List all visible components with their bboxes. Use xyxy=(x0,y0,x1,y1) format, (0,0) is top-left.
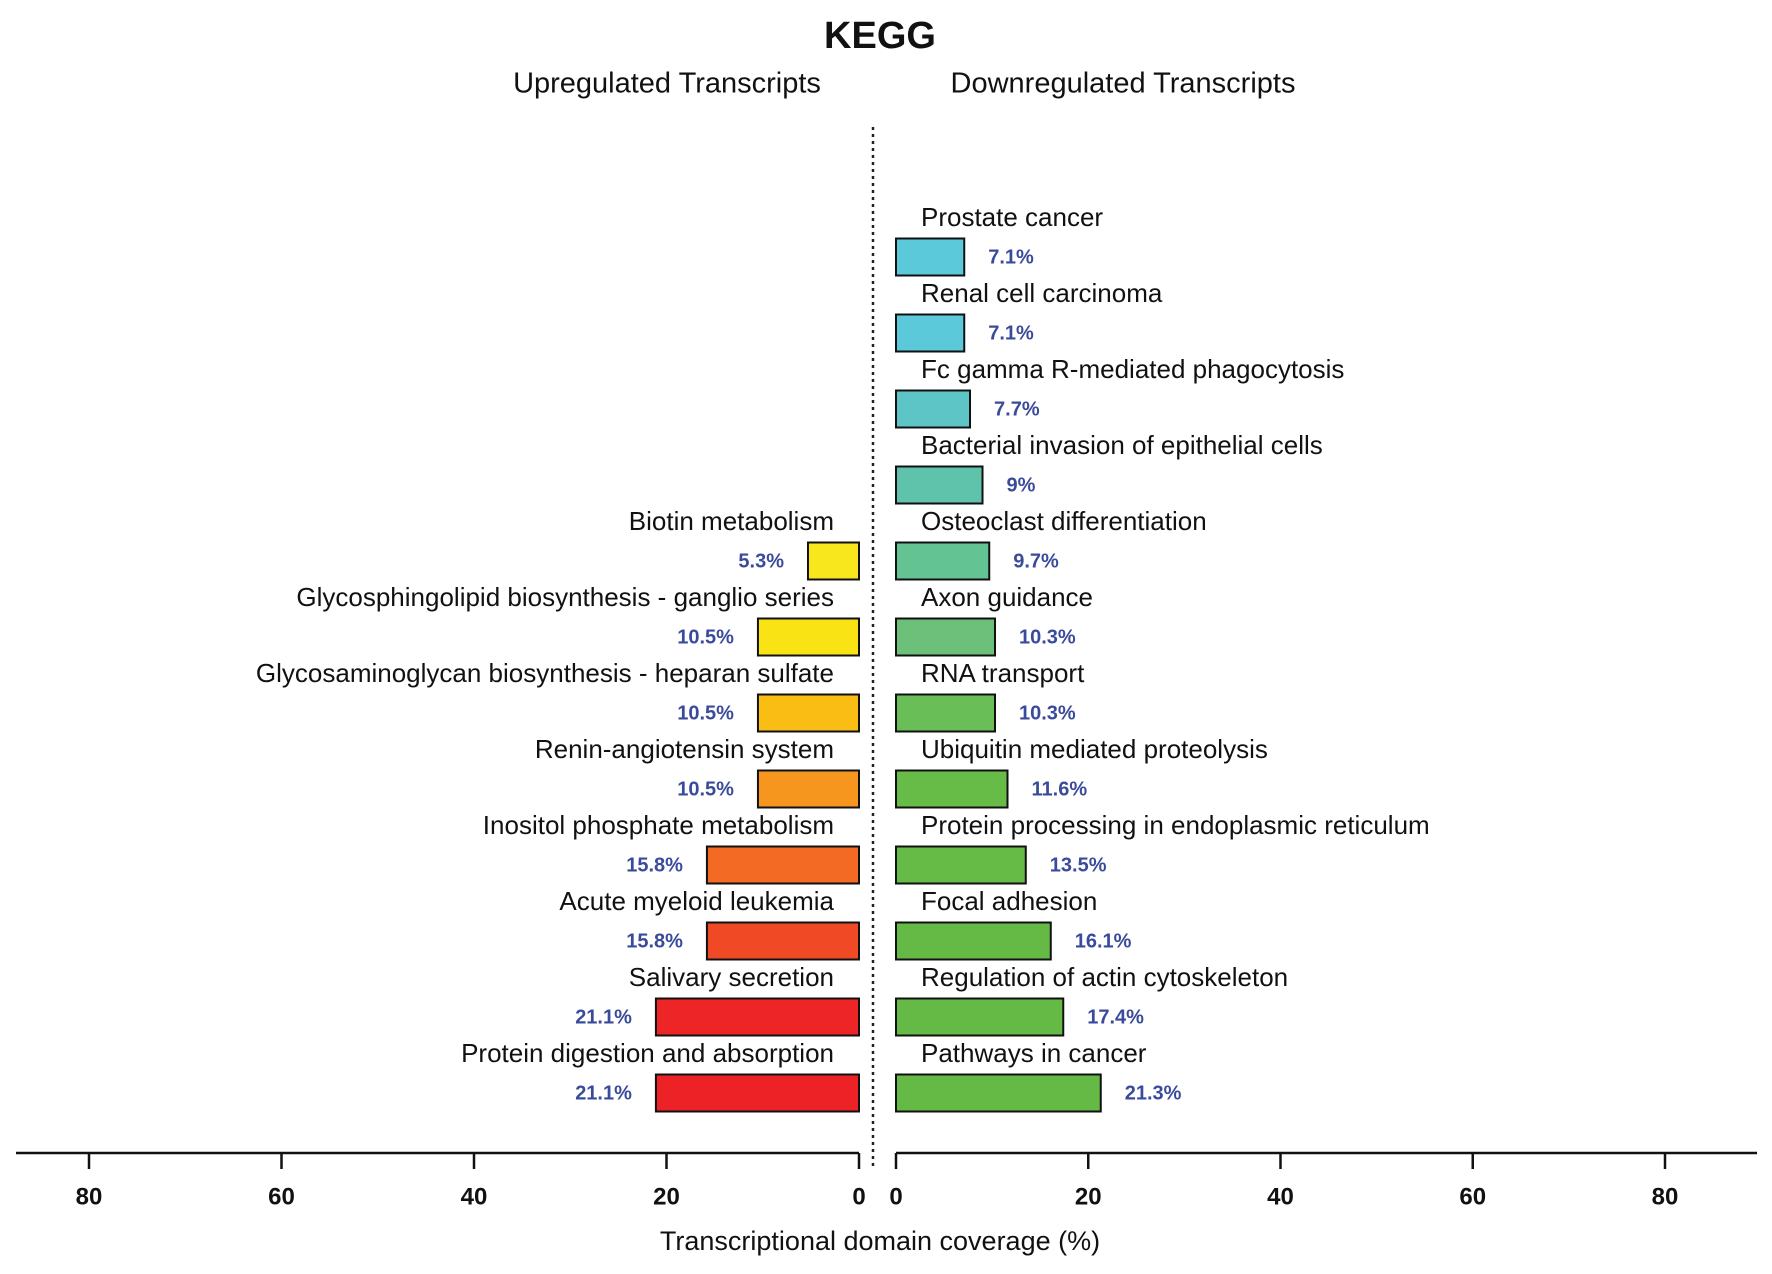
value-label: 10.5% xyxy=(677,626,734,648)
x-tick-label: 0 xyxy=(889,1183,902,1210)
bar xyxy=(654,997,860,1037)
category-label: Ubiquitin mediated proteolysis xyxy=(921,734,1268,764)
bar xyxy=(705,921,860,961)
x-tick-label: 60 xyxy=(1459,1183,1486,1210)
value-label: 21.1% xyxy=(575,1006,632,1028)
value-label: 15.8% xyxy=(626,854,683,876)
value-label: 15.8% xyxy=(626,930,683,952)
bar xyxy=(895,1073,1102,1113)
value-label: 10.5% xyxy=(677,778,734,800)
bar xyxy=(895,845,1027,885)
bar xyxy=(756,617,860,657)
category-label: Prostate cancer xyxy=(921,202,1103,232)
value-label: 7.1% xyxy=(988,246,1034,268)
bar xyxy=(895,465,984,505)
category-label: Osteoclast differentiation xyxy=(921,506,1207,536)
category-label: RNA transport xyxy=(921,658,1085,688)
value-label: 7.7% xyxy=(994,398,1040,420)
bar xyxy=(806,541,860,581)
category-label: Acute myeloid leukemia xyxy=(559,886,834,916)
value-label: 13.5% xyxy=(1050,854,1107,876)
bar xyxy=(895,769,1009,809)
value-label: 17.4% xyxy=(1087,1006,1144,1028)
bar xyxy=(895,541,991,581)
bar xyxy=(705,845,860,885)
category-label: Salivary secretion xyxy=(629,962,834,992)
x-tick-label: 80 xyxy=(76,1183,103,1210)
category-label: Pathways in cancer xyxy=(921,1038,1147,1068)
value-label: 7.1% xyxy=(988,322,1034,344)
category-label: Glycosaminoglycan biosynthesis - heparan… xyxy=(256,658,834,688)
value-label: 5.3% xyxy=(738,550,784,572)
x-tick-label: 0 xyxy=(852,1183,865,1210)
bar xyxy=(756,769,860,809)
bar xyxy=(895,237,966,277)
category-label: Regulation of actin cytoskeleton xyxy=(921,962,1288,992)
bar xyxy=(895,921,1052,961)
category-label: Glycosphingolipid biosynthesis - ganglio… xyxy=(296,582,834,612)
value-label: 10.3% xyxy=(1019,626,1076,648)
subtitle: Upregulated Transcripts xyxy=(513,68,821,100)
bar xyxy=(895,693,997,733)
x-tick-label: 20 xyxy=(1075,1183,1102,1210)
bar xyxy=(654,1073,860,1113)
bar xyxy=(756,693,860,733)
category-label: Renin-angiotensin system xyxy=(535,734,834,764)
category-label: Inositol phosphate metabolism xyxy=(483,810,834,840)
bar xyxy=(895,389,972,429)
x-axis-label: Transcriptional domain coverage (%) xyxy=(660,1226,1100,1256)
bar xyxy=(895,997,1065,1037)
x-tick-label: 40 xyxy=(1267,1183,1294,1210)
category-label: Bacterial invasion of epithelial cells xyxy=(921,430,1323,460)
category-label: Protein processing in endoplasmic reticu… xyxy=(921,810,1430,840)
value-label: 21.1% xyxy=(575,1082,632,1104)
value-label: 9.7% xyxy=(1013,550,1059,572)
value-label: 11.6% xyxy=(1032,778,1088,800)
bar xyxy=(895,617,997,657)
category-label: Biotin metabolism xyxy=(629,506,834,536)
x-tick-label: 60 xyxy=(268,1183,295,1210)
category-label: Protein digestion and absorption xyxy=(461,1038,834,1068)
value-label: 21.3% xyxy=(1125,1082,1182,1104)
value-label: 9% xyxy=(1007,474,1036,496)
value-label: 10.3% xyxy=(1019,702,1076,724)
category-label: Axon guidance xyxy=(921,582,1093,612)
category-label: Fc gamma R-mediated phagocytosis xyxy=(921,354,1344,384)
x-tick-label: 20 xyxy=(653,1183,680,1210)
category-label: Focal adhesion xyxy=(921,886,1097,916)
bar xyxy=(895,313,966,353)
value-label: 10.5% xyxy=(677,702,734,724)
category-label: Renal cell carcinoma xyxy=(921,278,1163,308)
value-label: 16.1% xyxy=(1075,930,1132,952)
x-tick-label: 80 xyxy=(1652,1183,1679,1210)
subtitle: Downregulated Transcripts xyxy=(951,68,1296,100)
chart-title: KEGG xyxy=(824,15,936,57)
x-tick-label: 40 xyxy=(461,1183,488,1210)
